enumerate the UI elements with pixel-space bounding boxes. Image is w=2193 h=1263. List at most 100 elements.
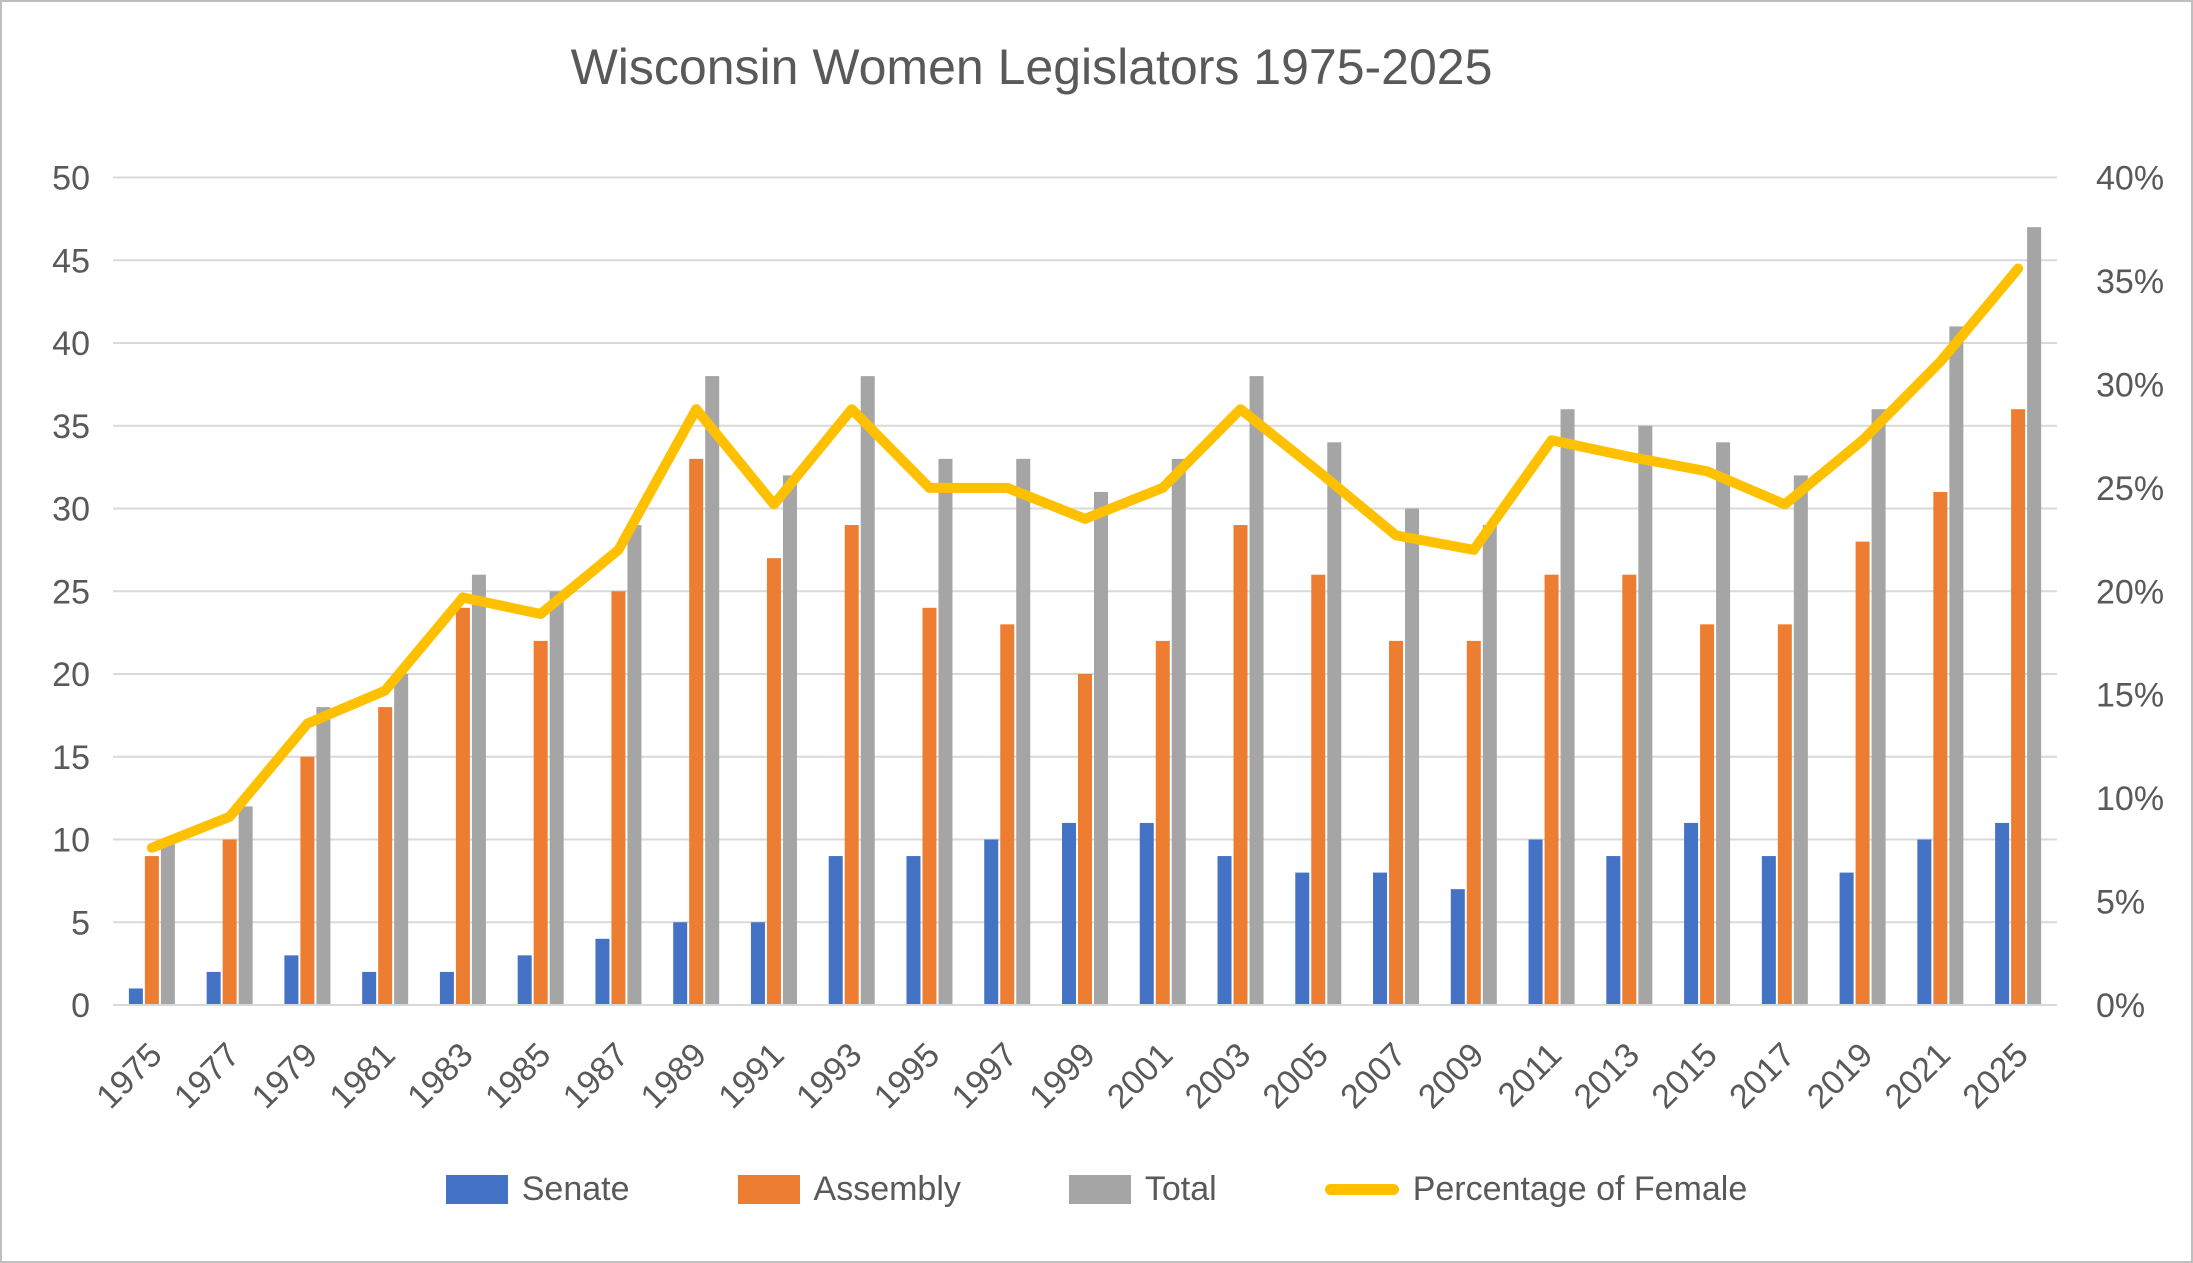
bar-total-2021 — [1949, 326, 1964, 1005]
bar-senate-2001 — [1139, 822, 1154, 1005]
legend-label: Assembly — [813, 1170, 961, 1208]
bar-total-2009 — [1482, 525, 1497, 1005]
left-axis-tick: 0 — [71, 987, 90, 1025]
bar-senate-2011 — [1528, 839, 1543, 1005]
bar-senate-2019 — [1839, 872, 1854, 1005]
bar-senate-1983 — [439, 971, 454, 1005]
legend-swatch-senate — [445, 1175, 508, 1204]
right-axis-tick: 20% — [2096, 573, 2164, 611]
bar-senate-2015 — [1684, 822, 1699, 1005]
bar-senate-2005 — [1295, 872, 1310, 1005]
x-axis-tick: 1995 — [867, 1036, 947, 1116]
bar-senate-2017 — [1761, 856, 1776, 1005]
bar-assembly-1995 — [922, 607, 937, 1005]
bar-total-1997 — [1016, 458, 1031, 1006]
x-axis-tick: 1991 — [711, 1036, 791, 1116]
legend-swatch-total — [1068, 1175, 1131, 1204]
x-axis-tick: 1985 — [478, 1036, 558, 1116]
x-axis-tick: 1983 — [400, 1036, 480, 1116]
x-axis-tick: 1999 — [1022, 1036, 1102, 1116]
percentage-line — [146, 263, 2024, 853]
bar-senate-1985 — [517, 955, 532, 1005]
left-axis-tick: 45 — [52, 242, 90, 280]
x-axis-tick: 2001 — [1100, 1036, 1180, 1116]
right-axis-tick: 40% — [2096, 160, 2164, 198]
legend: Senate Assembly Total Percentage of Female — [2, 1170, 2191, 1209]
left-axis-tick: 40 — [52, 325, 90, 363]
legend-item-percentage-of-female: Percentage of Female — [1324, 1170, 1748, 1209]
bar-total-2007 — [1405, 508, 1420, 1005]
bar-assembly-2025 — [2011, 409, 2026, 1005]
bar-assembly-1977 — [222, 839, 237, 1005]
bar-senate-1987 — [595, 938, 610, 1005]
bar-assembly-2003 — [1233, 525, 1248, 1005]
bar-total-2001 — [1171, 458, 1186, 1006]
left-axis-tick: 5 — [71, 904, 90, 942]
bar-total-1981 — [394, 674, 409, 1005]
chart-title: Wisconsin Women Legislators 1975-2025 — [570, 39, 1493, 95]
legend-label: Total — [1144, 1170, 1217, 1208]
x-axis-tick: 1987 — [556, 1036, 636, 1116]
legend-label: Percentage of Female — [1412, 1170, 1748, 1208]
bar-assembly-1987 — [611, 591, 626, 1005]
left-axis-tick: 50 — [52, 160, 90, 198]
x-axis-tick: 1979 — [245, 1036, 325, 1116]
right-axis-tick: 25% — [2096, 470, 2164, 508]
bar-total-2015 — [1716, 442, 1731, 1005]
bar-assembly-2013 — [1622, 574, 1637, 1005]
legend-item-assembly: Assembly — [737, 1170, 961, 1209]
bar-total-1987 — [627, 525, 642, 1005]
bar-total-1989 — [705, 376, 720, 1006]
bar-senate-2007 — [1373, 872, 1388, 1005]
x-axis-tick: 2017 — [1722, 1036, 1802, 1116]
bar-assembly-1983 — [455, 607, 470, 1005]
bar-assembly-1989 — [689, 458, 704, 1006]
legend-line-swatch-percentage-of-female — [1324, 1184, 1399, 1195]
left-axis-tick: 25 — [52, 573, 90, 611]
left-axis-tick: 15 — [52, 739, 90, 777]
x-axis-tick: 2007 — [1333, 1036, 1413, 1116]
bar-assembly-1999 — [1078, 674, 1092, 1005]
bar-total-1983 — [471, 574, 486, 1005]
x-axis-tick: 2003 — [1178, 1036, 1258, 1116]
x-axis-tick: 1997 — [945, 1036, 1025, 1116]
bar-senate-1977 — [206, 971, 221, 1005]
bar-total-1977 — [238, 806, 253, 1005]
x-axis-tick: 1975 — [89, 1036, 169, 1116]
legend-item-total: Total — [1068, 1170, 1217, 1209]
bar-senate-1981 — [362, 971, 377, 1005]
bar-senate-1991 — [750, 922, 765, 1005]
x-axis-tick: 2019 — [1800, 1036, 1880, 1116]
bar-assembly-2005 — [1311, 574, 1326, 1005]
legend-swatch-assembly — [737, 1175, 800, 1204]
right-axis-tick: 0% — [2096, 987, 2145, 1025]
x-axis-tick: 2005 — [1256, 1036, 1336, 1116]
bar-total-1999 — [1094, 491, 1108, 1005]
left-axis-tick: 10 — [52, 822, 90, 860]
bar-senate-1975 — [128, 988, 143, 1005]
right-axis-tick: 35% — [2096, 263, 2164, 301]
x-axis-tick: 2015 — [1644, 1036, 1724, 1116]
bar-assembly-1997 — [1000, 624, 1015, 1005]
bar-total-2013 — [1638, 425, 1653, 1005]
bar-senate-1993 — [828, 856, 843, 1005]
bar-total-2011 — [1560, 409, 1575, 1005]
x-axis-tick: 2021 — [1878, 1036, 1958, 1116]
x-axis-tick: 2025 — [1955, 1036, 2035, 1116]
x-axis-tick: 1989 — [634, 1036, 714, 1116]
bar-assembly-1985 — [533, 640, 548, 1005]
bar-total-2003 — [1249, 376, 1264, 1006]
bar-total-1991 — [782, 475, 797, 1005]
left-axis-tick: 35 — [52, 408, 90, 446]
bar-assembly-2017 — [1777, 624, 1792, 1005]
bar-assembly-1981 — [378, 707, 393, 1005]
legend-item-senate: Senate — [445, 1170, 630, 1209]
bar-assembly-2011 — [1544, 574, 1559, 1005]
left-axis-tick: 20 — [52, 656, 90, 694]
bar-total-1979 — [316, 707, 331, 1005]
x-axis-tick: 1977 — [167, 1036, 247, 1116]
x-axis-tick: 2009 — [1411, 1036, 1491, 1116]
right-axis-tick: 5% — [2096, 884, 2145, 922]
